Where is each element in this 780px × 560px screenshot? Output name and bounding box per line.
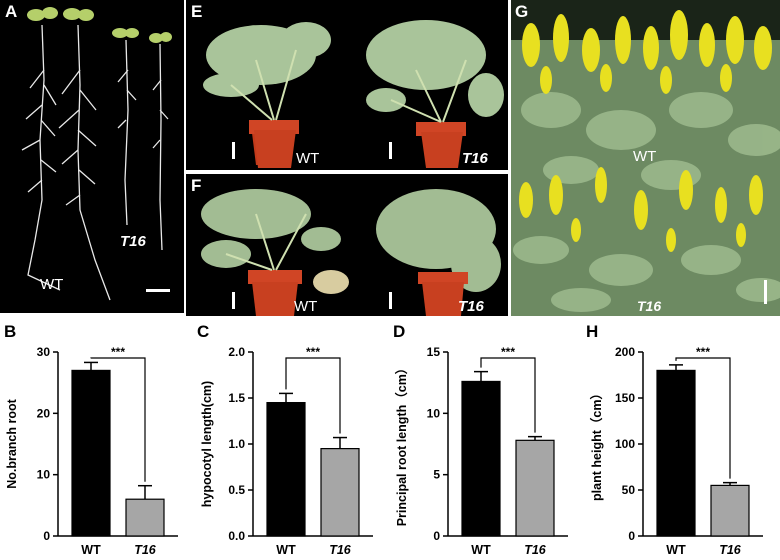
chart-plant-height: plant height（cm） 0 50 100 150 200 WT T16 *** — [589, 345, 763, 557]
y-axis-label: No.branch root — [5, 398, 19, 488]
x-tick-label: WT — [276, 543, 296, 557]
bar-t16 — [125, 498, 165, 537]
field-illustration — [511, 0, 780, 316]
potted-plants-illustration — [203, 20, 504, 168]
scale-bar — [146, 289, 170, 292]
bar-t16 — [320, 447, 360, 537]
chart-principal-root-length: Principal root length（cm） 0 5 10 15 WT T16 *** — [394, 345, 568, 557]
panel-label: C — [197, 322, 210, 341]
panel-f-photo: F WT T16 — [186, 174, 508, 316]
x-tick-label: T16 — [329, 543, 352, 557]
scale-bar — [232, 142, 235, 159]
y-tick-label: 1.5 — [228, 391, 245, 405]
panel-g-photo: G WT T16 — [511, 0, 780, 316]
y-axis-label: plant height（cm） — [589, 387, 604, 501]
y-tick-label: 0.5 — [228, 483, 245, 497]
x-tick-label: WT — [666, 543, 686, 557]
x-tick-label: T16 — [134, 543, 157, 557]
wt-label: WT — [633, 148, 657, 165]
bar-wt — [266, 401, 306, 537]
significance-bracket — [90, 357, 146, 482]
wt-label: WT — [296, 150, 320, 167]
panel-label: B — [4, 322, 17, 341]
y-tick-label: 30 — [37, 345, 51, 359]
y-tick-label: 2.0 — [228, 345, 245, 359]
y-tick-label: 1.0 — [228, 437, 245, 451]
y-tick-label: 50 — [622, 483, 636, 497]
y-tick-label: 15 — [427, 345, 441, 359]
x-tick-label: T16 — [719, 543, 742, 557]
potted-plants-illustration — [201, 189, 501, 316]
bar-t16 — [710, 484, 750, 537]
wt-label: WT — [40, 276, 64, 293]
x-tick-label: WT — [81, 543, 101, 557]
panel-label: H — [586, 322, 599, 341]
significance-bracket — [480, 357, 536, 433]
bar-wt — [461, 380, 501, 537]
panel-a-photo: A WT T16 — [0, 0, 184, 313]
y-tick-label: 0 — [433, 529, 440, 543]
y-axis-label: Principal root length（cm） — [394, 362, 409, 527]
panel-label: D — [393, 322, 406, 341]
panel-label: G — [515, 2, 529, 21]
significance-bracket — [675, 357, 731, 479]
t16-label: T16 — [458, 298, 484, 315]
bar-wt — [71, 369, 111, 537]
panel-label: F — [191, 176, 202, 195]
chart-branch-root: No.branch root 0 10 20 30 WT T16 *** — [5, 345, 178, 557]
scale-bar — [389, 142, 392, 159]
chart-hypocotyl-length: hypocotyl length(cm) 0.0 0.5 1.0 1.5 2.0 WT T16… — [200, 345, 373, 557]
y-tick-label: 10 — [37, 468, 51, 482]
scale-bar — [232, 292, 235, 309]
y-tick-label: 0 — [628, 529, 635, 543]
y-axis-label: hypocotyl length(cm) — [200, 381, 214, 507]
significance-label: *** — [111, 345, 125, 359]
significance-label: *** — [306, 345, 320, 359]
t16-label: T16 — [120, 233, 146, 250]
significance-label: *** — [501, 345, 515, 359]
significance-bracket — [285, 357, 341, 434]
panel-label: E — [191, 2, 203, 21]
x-tick-label: WT — [471, 543, 491, 557]
panel-label: A — [5, 2, 18, 21]
scale-bar — [764, 280, 767, 304]
y-tick-label: 20 — [37, 406, 51, 420]
y-tick-label: 5 — [433, 468, 440, 482]
wt-label: WT — [294, 298, 318, 315]
y-tick-label: 100 — [615, 437, 635, 451]
seedlings-illustration — [21, 7, 172, 301]
panel-e-photo: E WT T16 — [186, 0, 508, 170]
significance-label: *** — [696, 345, 710, 359]
y-tick-label: 10 — [427, 406, 441, 420]
x-tick-label: T16 — [524, 543, 547, 557]
t16-label: T16 — [637, 298, 662, 314]
y-tick-label: 200 — [615, 345, 635, 359]
bar-t16 — [515, 439, 555, 537]
y-tick-label: 0.0 — [228, 529, 245, 543]
y-tick-label: 150 — [615, 391, 635, 405]
t16-label: T16 — [462, 150, 488, 167]
bar-wt — [656, 369, 696, 537]
scale-bar — [389, 292, 392, 309]
y-tick-label: 0 — [43, 529, 50, 543]
